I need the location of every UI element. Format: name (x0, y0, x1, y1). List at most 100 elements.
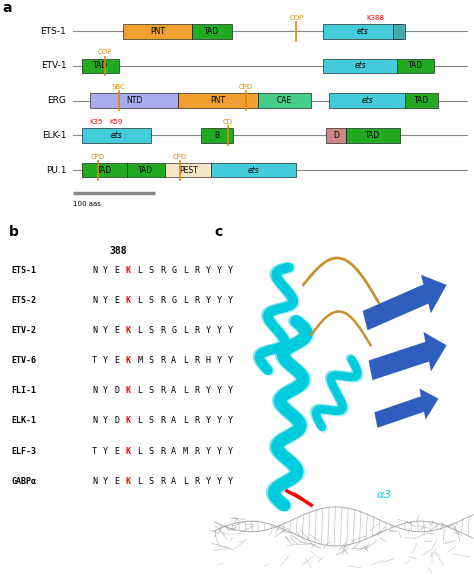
Text: R: R (194, 265, 199, 275)
Text: N: N (92, 296, 97, 305)
Text: R: R (160, 296, 165, 305)
Text: TAD: TAD (408, 62, 423, 70)
Text: ets: ets (110, 131, 122, 140)
Text: N: N (92, 477, 97, 486)
Text: S: S (149, 417, 154, 425)
Text: S: S (149, 265, 154, 275)
Text: R: R (194, 417, 199, 425)
Text: K: K (126, 326, 131, 335)
Text: ELK-1: ELK-1 (11, 417, 36, 425)
Text: B: B (214, 131, 219, 140)
Text: L: L (182, 386, 188, 395)
Text: $\alpha$3: $\alpha$3 (376, 488, 392, 500)
Text: E: E (115, 446, 119, 456)
Text: R: R (160, 265, 165, 275)
Bar (397, 59, 434, 73)
Text: Y: Y (228, 477, 233, 486)
Text: K59: K59 (109, 119, 123, 125)
Text: Y: Y (217, 326, 222, 335)
Text: R: R (160, 356, 165, 365)
Text: L: L (137, 477, 142, 486)
Text: ETV-6: ETV-6 (11, 356, 36, 365)
Text: COP: COP (289, 15, 303, 21)
Bar (90, 94, 178, 108)
Text: K388: K388 (366, 15, 384, 21)
Text: ETS-2: ETS-2 (11, 296, 36, 305)
Text: L: L (182, 326, 188, 335)
Bar (323, 24, 401, 38)
Text: CPD: CPD (91, 154, 105, 159)
Text: S: S (149, 446, 154, 456)
Text: Y: Y (228, 296, 233, 305)
Text: FLI-1: FLI-1 (11, 386, 36, 395)
Text: R: R (160, 477, 165, 486)
Text: K: K (126, 296, 131, 305)
Text: a: a (2, 1, 12, 15)
Text: CPD: CPD (173, 154, 187, 159)
Text: M: M (137, 356, 142, 365)
Text: E: E (115, 296, 119, 305)
Text: ets: ets (362, 96, 373, 105)
Text: E: E (115, 265, 119, 275)
Text: H: H (205, 356, 210, 365)
Text: K: K (126, 477, 131, 486)
Text: R: R (160, 386, 165, 395)
Text: S: S (149, 477, 154, 486)
Bar (393, 24, 405, 38)
Text: Y: Y (217, 265, 222, 275)
Bar (165, 163, 211, 178)
Text: L: L (182, 265, 188, 275)
Text: Y: Y (217, 477, 222, 486)
Bar (329, 94, 405, 108)
Text: ets: ets (248, 166, 260, 175)
Text: COP: COP (98, 49, 112, 55)
Bar (346, 128, 400, 143)
Bar (405, 94, 438, 108)
Text: A: A (171, 477, 176, 486)
Text: K: K (126, 386, 131, 395)
Bar (82, 59, 118, 73)
Text: ets: ets (356, 27, 368, 36)
Text: K: K (126, 265, 131, 275)
Text: Y: Y (228, 326, 233, 335)
Text: 100 aas: 100 aas (73, 201, 101, 207)
Text: TAD: TAD (204, 27, 219, 36)
Text: K: K (126, 417, 131, 425)
Text: R: R (194, 356, 199, 365)
Text: K: K (126, 446, 131, 456)
Text: 388: 388 (109, 246, 127, 256)
Text: D: D (115, 417, 119, 425)
Text: SBC: SBC (112, 84, 126, 90)
Text: G: G (171, 326, 176, 335)
Text: TAD: TAD (365, 131, 380, 140)
Text: PNT: PNT (210, 96, 226, 105)
Text: Y: Y (103, 326, 108, 335)
Text: N: N (92, 386, 97, 395)
Text: S: S (149, 296, 154, 305)
Text: L: L (137, 326, 142, 335)
Text: R: R (160, 446, 165, 456)
Text: K35: K35 (90, 119, 103, 125)
Text: A: A (171, 446, 176, 456)
Bar (178, 94, 258, 108)
Bar (82, 163, 127, 178)
Text: T: T (92, 356, 97, 365)
Text: c: c (214, 225, 222, 239)
Text: CD: CD (223, 119, 233, 125)
Text: Y: Y (217, 296, 222, 305)
Text: CPD: CPD (238, 84, 253, 90)
PathPatch shape (363, 275, 447, 330)
Text: E: E (115, 356, 119, 365)
Text: ETS-1: ETS-1 (11, 265, 36, 275)
Text: ELF-3: ELF-3 (11, 446, 36, 456)
Text: Y: Y (205, 296, 210, 305)
Text: R: R (160, 326, 165, 335)
Text: Y: Y (217, 417, 222, 425)
Text: Y: Y (103, 417, 108, 425)
Text: N: N (92, 417, 97, 425)
Text: N: N (92, 265, 97, 275)
Text: L: L (137, 296, 142, 305)
Text: A: A (171, 356, 176, 365)
Text: Y: Y (205, 326, 210, 335)
Text: ERG: ERG (47, 96, 66, 105)
